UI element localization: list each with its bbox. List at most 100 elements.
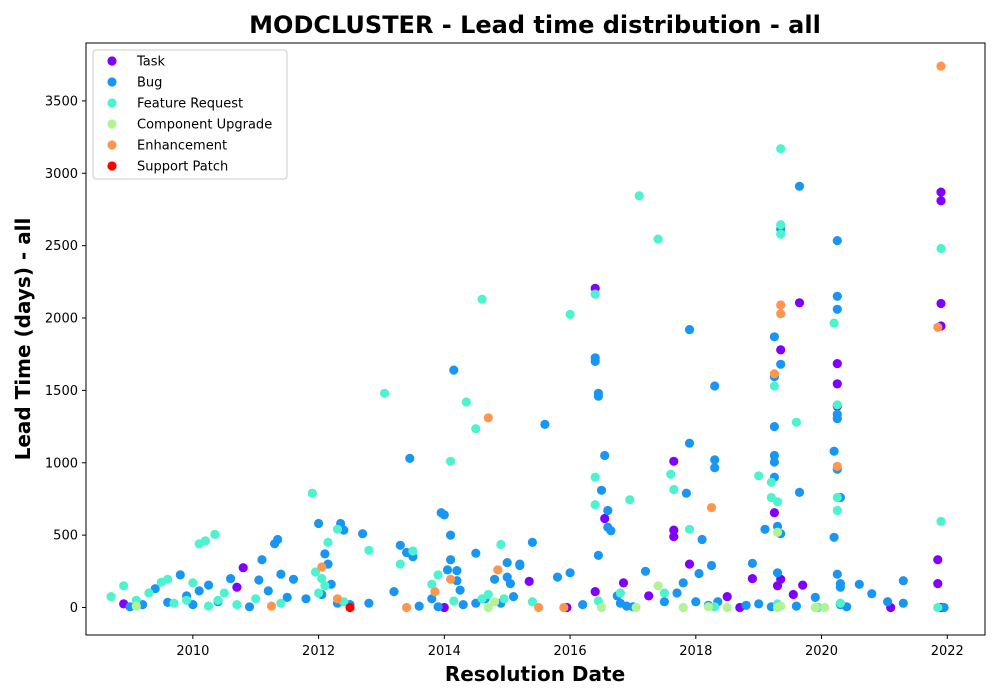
- data-point: [446, 574, 456, 584]
- data-point: [458, 600, 468, 610]
- legend-box: [92, 49, 288, 180]
- legend-label: Support Patch: [137, 160, 228, 175]
- data-point: [310, 567, 321, 577]
- data-point: [204, 601, 214, 611]
- legend: Task Bug Feature Request Component Upgrade E…: [92, 49, 288, 180]
- legend-item: Support Patch: [107, 160, 228, 175]
- series-support-patch: [345, 602, 355, 613]
- data-point: [276, 569, 286, 579]
- data-point: [832, 291, 842, 301]
- data-point: [307, 488, 317, 498]
- data-point: [314, 588, 324, 598]
- data-point: [182, 595, 192, 605]
- data-point: [490, 597, 500, 607]
- y-tick-label: 1500: [45, 384, 78, 399]
- legend-label: Component Upgrade: [137, 118, 272, 133]
- data-point: [776, 229, 786, 239]
- data-point: [722, 592, 732, 602]
- data-point: [449, 365, 459, 375]
- data-point: [226, 574, 236, 584]
- data-point: [681, 488, 692, 498]
- data-point: [596, 485, 607, 495]
- x-tick-label: 2014: [428, 644, 461, 659]
- data-point: [483, 413, 493, 423]
- data-point: [405, 453, 415, 463]
- data-point: [364, 545, 374, 555]
- data-point: [232, 582, 242, 592]
- data-point: [395, 540, 405, 550]
- data-point: [772, 497, 783, 507]
- data-point: [722, 602, 732, 613]
- x-tick-label: 2016: [554, 644, 587, 659]
- data-point: [832, 505, 842, 516]
- data-point: [684, 438, 695, 448]
- data-point: [788, 589, 798, 600]
- data-point: [455, 585, 465, 595]
- data-point: [829, 318, 839, 328]
- legend-marker: [107, 56, 117, 66]
- data-point: [936, 196, 946, 206]
- data-point: [600, 450, 610, 461]
- legend-marker: [107, 77, 117, 87]
- y-tick-label: 3500: [45, 94, 78, 109]
- series-component-upgrade: [131, 527, 830, 613]
- data-point: [565, 309, 575, 319]
- data-point: [317, 562, 327, 572]
- data-point: [593, 391, 604, 401]
- data-point: [606, 526, 616, 536]
- data-point: [754, 471, 764, 481]
- legend-item: Component Upgrade: [107, 118, 272, 133]
- data-point: [502, 558, 512, 568]
- data-point: [442, 565, 453, 575]
- y-axis-title: Lead Time (days) - all: [11, 218, 35, 461]
- x-tick-label: 2022: [931, 644, 964, 659]
- data-point: [669, 484, 679, 495]
- data-point: [653, 234, 663, 244]
- data-point: [317, 574, 327, 584]
- data-point: [169, 598, 179, 608]
- data-point: [461, 397, 471, 407]
- data-point: [769, 422, 780, 432]
- data-point: [282, 592, 292, 603]
- data-point: [427, 594, 437, 604]
- y-axis: 0 500 1000 1500 2000 2500 3000 3500: [45, 94, 86, 616]
- data-point: [933, 555, 943, 565]
- data-point: [552, 572, 563, 582]
- data-point: [358, 529, 368, 539]
- data-point: [794, 487, 805, 497]
- data-point: [471, 424, 481, 434]
- data-point: [565, 568, 575, 578]
- data-point: [320, 549, 330, 559]
- data-point: [684, 325, 695, 335]
- data-point: [832, 236, 842, 246]
- data-point: [666, 469, 676, 479]
- data-point: [257, 555, 267, 565]
- data-point: [776, 359, 786, 369]
- data-point: [669, 532, 679, 542]
- data-point: [776, 144, 786, 154]
- data-point: [590, 472, 600, 482]
- data-point: [776, 309, 786, 319]
- data-point: [213, 595, 223, 605]
- data-point: [210, 529, 220, 540]
- data-point: [854, 579, 864, 589]
- series-enhancement: [266, 61, 946, 613]
- data-point: [449, 596, 459, 606]
- data-point: [769, 381, 780, 391]
- data-point: [219, 588, 229, 598]
- legend-marker: [107, 161, 117, 171]
- data-point: [791, 601, 802, 611]
- data-point: [254, 575, 264, 585]
- data-point: [251, 594, 261, 604]
- data-point: [776, 601, 786, 611]
- data-point: [600, 513, 610, 524]
- data-point: [499, 594, 509, 604]
- data-point: [697, 534, 707, 545]
- data-point: [131, 601, 141, 611]
- data-point: [933, 322, 943, 332]
- data-point: [810, 592, 820, 603]
- data-point: [590, 587, 600, 597]
- data-point: [798, 580, 808, 590]
- data-point: [273, 534, 283, 545]
- x-axis-title: Resolution Date: [445, 662, 625, 686]
